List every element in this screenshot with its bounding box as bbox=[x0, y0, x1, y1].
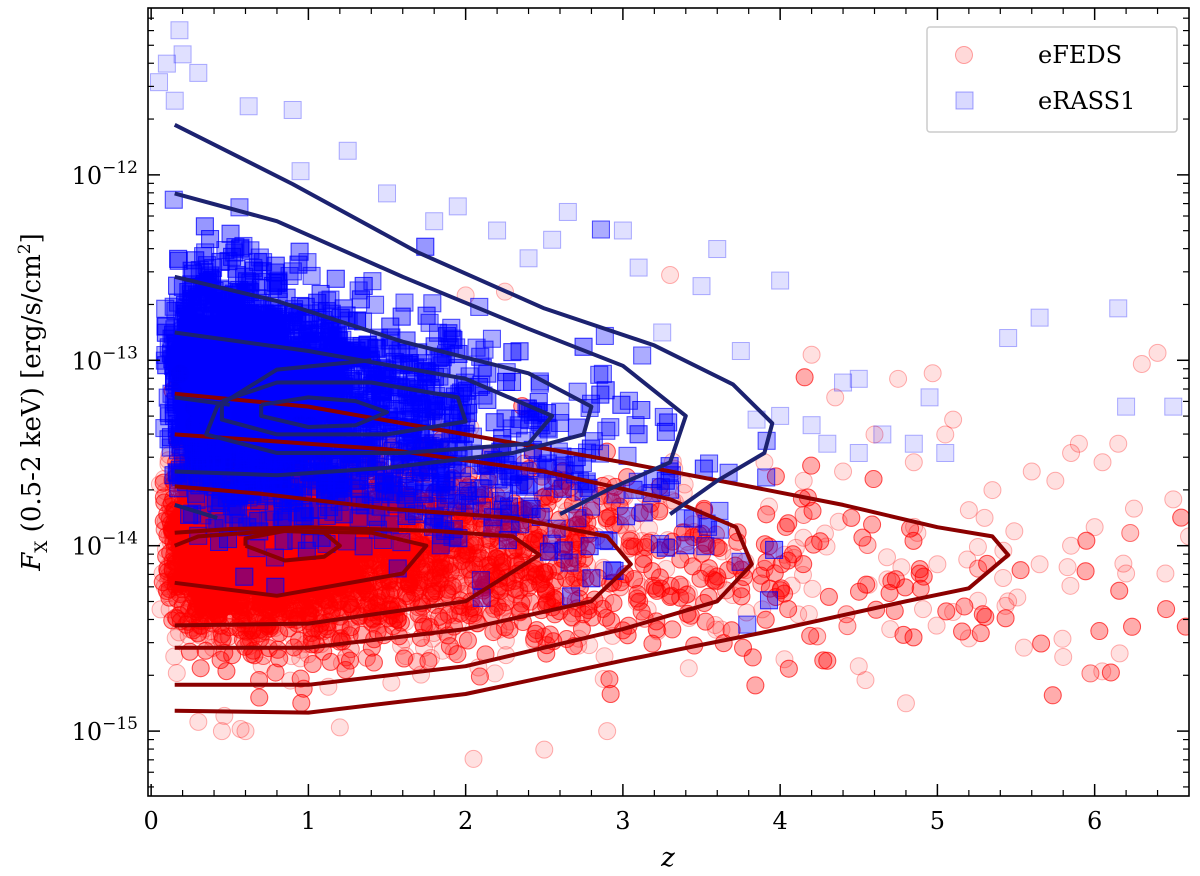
point-efeds bbox=[423, 577, 442, 596]
point-efeds bbox=[271, 508, 290, 527]
point-efeds bbox=[488, 594, 507, 613]
point-efeds bbox=[315, 503, 334, 522]
point-efeds bbox=[423, 485, 442, 504]
point-efeds bbox=[217, 597, 236, 616]
point-efeds bbox=[334, 508, 353, 527]
point-efeds bbox=[1053, 629, 1072, 648]
point-efeds bbox=[959, 501, 978, 520]
point-efeds bbox=[485, 664, 504, 683]
point-efeds bbox=[182, 595, 201, 614]
point-efeds bbox=[218, 496, 237, 515]
point-efeds bbox=[252, 656, 271, 675]
point-efeds bbox=[264, 505, 283, 524]
point-efeds bbox=[597, 511, 616, 530]
point-efeds bbox=[679, 659, 698, 678]
point-efeds bbox=[339, 547, 358, 566]
point-efeds bbox=[225, 503, 244, 522]
point-efeds bbox=[358, 554, 377, 573]
point-efeds bbox=[496, 631, 515, 650]
point-efeds bbox=[1005, 522, 1024, 541]
point-efeds bbox=[594, 558, 613, 577]
point-efeds bbox=[230, 550, 249, 569]
point-efeds bbox=[446, 540, 465, 559]
point-efeds bbox=[335, 558, 354, 577]
point-efeds bbox=[165, 647, 184, 666]
point-efeds bbox=[994, 568, 1013, 587]
point-efeds bbox=[340, 544, 359, 563]
point-efeds bbox=[198, 565, 217, 584]
point-efeds bbox=[1110, 644, 1129, 663]
point-efeds bbox=[195, 594, 214, 613]
point-efeds bbox=[782, 576, 801, 595]
point-efeds bbox=[169, 554, 188, 573]
point-efeds bbox=[211, 495, 230, 514]
point-efeds bbox=[199, 539, 218, 558]
point-efeds bbox=[219, 443, 238, 462]
point-efeds bbox=[433, 555, 452, 574]
point-efeds bbox=[1058, 558, 1077, 577]
point-efeds bbox=[611, 516, 630, 535]
point-efeds bbox=[380, 471, 399, 490]
point-efeds bbox=[167, 664, 186, 683]
point-efeds bbox=[193, 542, 212, 561]
point-efeds bbox=[927, 616, 946, 635]
point-efeds bbox=[523, 491, 542, 510]
point-efeds bbox=[527, 564, 546, 583]
point-efeds bbox=[264, 559, 283, 578]
point-efeds bbox=[413, 576, 432, 595]
point-efeds bbox=[1061, 576, 1080, 595]
point-efeds bbox=[339, 594, 358, 613]
point-efeds bbox=[968, 537, 987, 556]
point-efeds bbox=[215, 560, 234, 579]
point-efeds bbox=[877, 548, 896, 567]
point-efeds bbox=[596, 590, 615, 609]
point-efeds bbox=[443, 556, 462, 575]
point-efeds bbox=[914, 600, 933, 619]
point-efeds bbox=[229, 564, 248, 583]
point-efeds bbox=[724, 547, 743, 566]
point-efeds bbox=[201, 494, 220, 513]
point-efeds bbox=[216, 550, 235, 569]
point-efeds bbox=[215, 560, 234, 579]
point-efeds bbox=[173, 599, 192, 618]
point-efeds bbox=[225, 506, 244, 525]
point-efeds bbox=[376, 544, 395, 563]
point-efeds bbox=[209, 495, 228, 514]
point-efeds bbox=[459, 538, 478, 557]
point-efeds bbox=[219, 544, 238, 563]
point-efeds bbox=[180, 547, 199, 566]
